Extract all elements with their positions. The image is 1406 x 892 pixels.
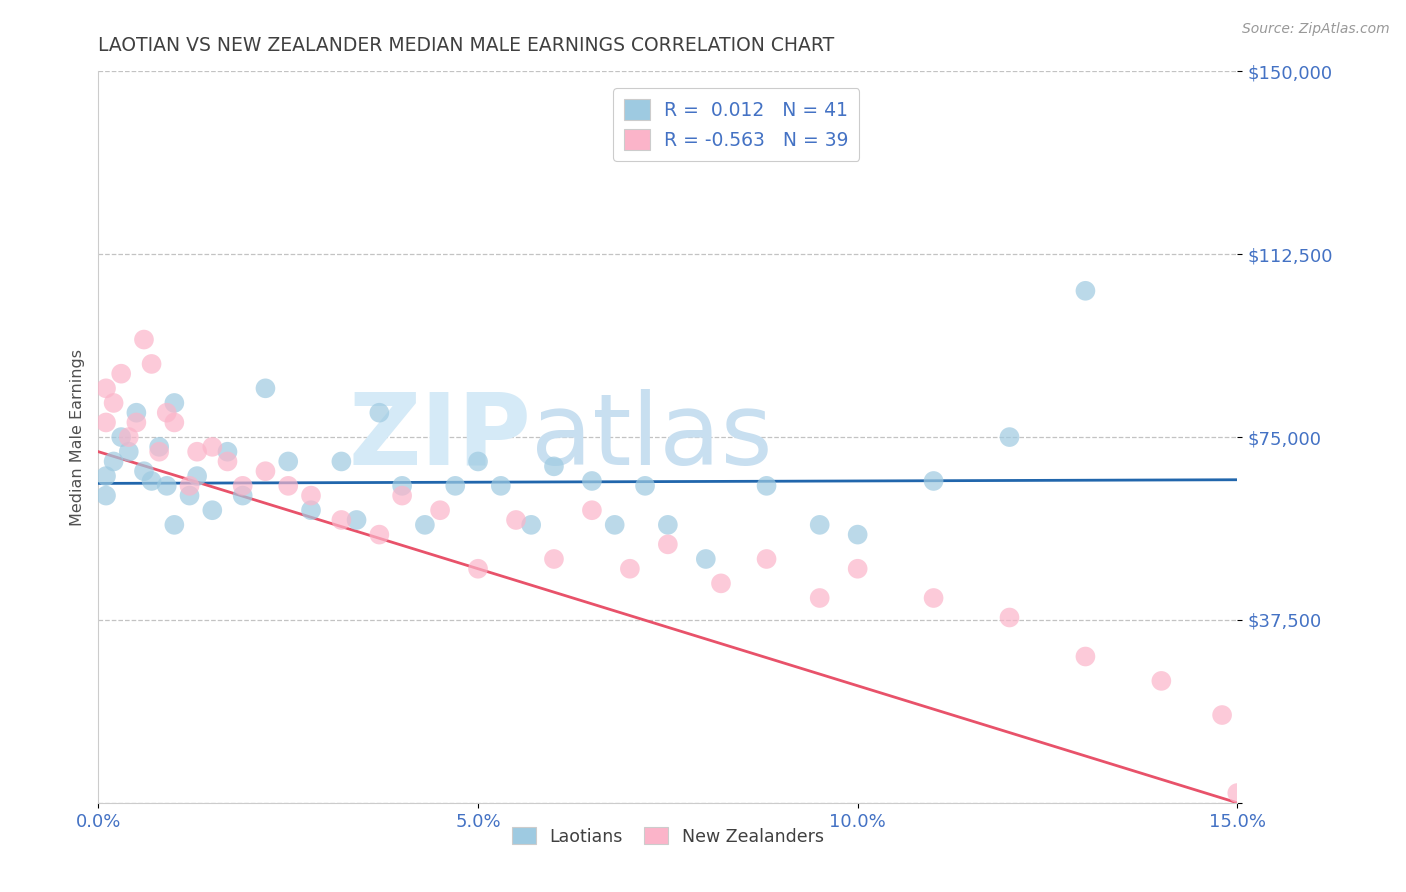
Point [391, 479, 413, 493]
Legend: Laotians, New Zealanders: Laotians, New Zealanders [505, 821, 831, 853]
Point [94, 469, 117, 483]
Y-axis label: Median Male Earnings: Median Male Earnings [69, 349, 84, 525]
Point [429, 503, 451, 517]
Point [330, 454, 353, 468]
Point [232, 489, 254, 503]
Point [163, 517, 186, 532]
Point [581, 503, 603, 517]
Point [1226, 786, 1249, 800]
Point [657, 517, 679, 532]
Point [94, 489, 117, 503]
Point [922, 591, 945, 605]
Point [299, 489, 322, 503]
Point [619, 562, 641, 576]
Point [186, 469, 208, 483]
Point [254, 464, 277, 478]
Point [217, 444, 239, 458]
Point [808, 517, 831, 532]
Point [346, 513, 368, 527]
Point [543, 552, 565, 566]
Point [489, 479, 512, 493]
Point [186, 444, 208, 458]
Point [710, 576, 733, 591]
Point [148, 440, 170, 454]
Point [467, 454, 489, 468]
Point [444, 479, 467, 493]
Point [1211, 708, 1233, 723]
Point [755, 479, 778, 493]
Point [141, 474, 163, 488]
Point [922, 474, 945, 488]
Point [277, 479, 299, 493]
Point [391, 489, 413, 503]
Point [156, 406, 179, 420]
Point [179, 479, 201, 493]
Point [755, 552, 778, 566]
Point [1074, 649, 1097, 664]
Point [110, 430, 132, 444]
Point [201, 440, 224, 454]
Point [163, 396, 186, 410]
Point [520, 517, 543, 532]
Point [110, 367, 132, 381]
Point [467, 562, 489, 576]
Point [163, 416, 186, 430]
Point [94, 381, 117, 395]
Point [277, 454, 299, 468]
Point [413, 517, 436, 532]
Point [141, 357, 163, 371]
Point [118, 430, 141, 444]
Point [808, 591, 831, 605]
Point [156, 479, 179, 493]
Text: LAOTIAN VS NEW ZEALANDER MEDIAN MALE EARNINGS CORRELATION CHART: LAOTIAN VS NEW ZEALANDER MEDIAN MALE EAR… [98, 36, 835, 54]
Point [846, 562, 869, 576]
Point [103, 396, 125, 410]
Point [125, 406, 148, 420]
Point [148, 444, 170, 458]
Point [217, 454, 239, 468]
Point [368, 406, 391, 420]
Point [299, 503, 322, 517]
Point [125, 416, 148, 430]
Text: atlas: atlas [531, 389, 773, 485]
Point [505, 513, 527, 527]
Point [368, 527, 391, 541]
Text: ZIP: ZIP [349, 389, 531, 485]
Point [581, 474, 603, 488]
Point [118, 444, 141, 458]
Point [179, 489, 201, 503]
Point [657, 537, 679, 551]
Text: Source: ZipAtlas.com: Source: ZipAtlas.com [1241, 22, 1389, 37]
Point [998, 430, 1021, 444]
Point [695, 552, 717, 566]
Point [201, 503, 224, 517]
Point [132, 464, 155, 478]
Point [1074, 284, 1097, 298]
Point [1150, 673, 1173, 688]
Point [846, 527, 869, 541]
Point [330, 513, 353, 527]
Point [998, 610, 1021, 624]
Point [103, 454, 125, 468]
Point [254, 381, 277, 395]
Point [603, 517, 626, 532]
Point [132, 333, 155, 347]
Point [634, 479, 657, 493]
Point [232, 479, 254, 493]
Point [543, 459, 565, 474]
Point [94, 416, 117, 430]
